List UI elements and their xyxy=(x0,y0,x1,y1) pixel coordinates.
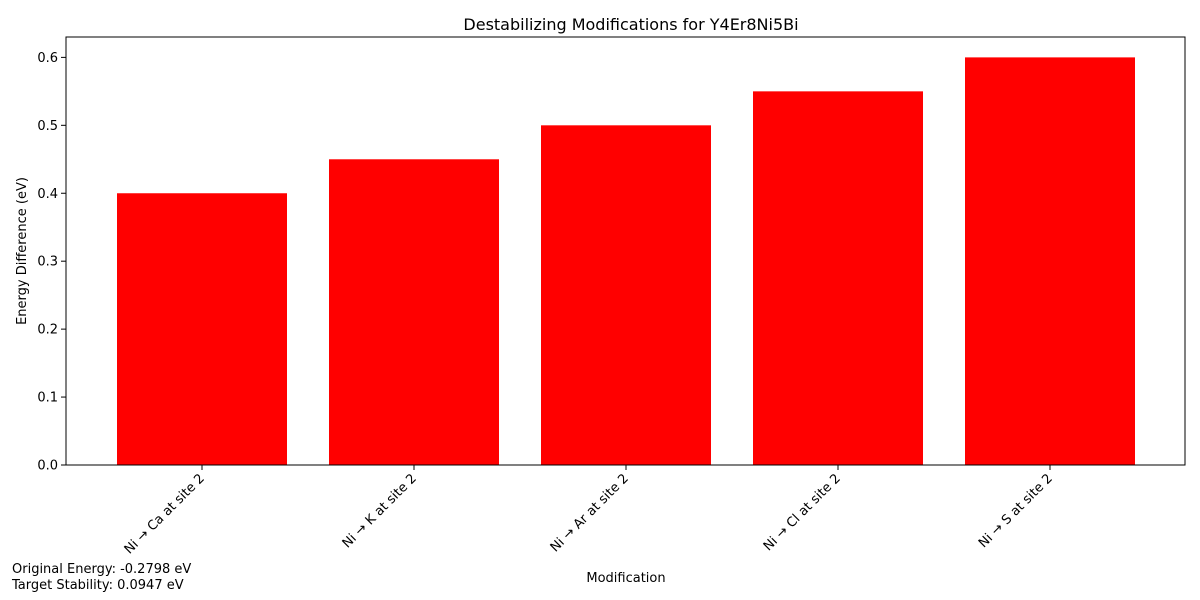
bar-1 xyxy=(117,193,287,465)
x-tick-label: Ni → Ca at site 2 xyxy=(122,471,208,557)
plot-frame xyxy=(65,36,1186,466)
y-tick-label: 0.0 xyxy=(37,459,58,474)
x-tick-label: Ni → Cl at site 2 xyxy=(761,471,844,554)
original-energy-text: Original Energy: -0.2798 eV xyxy=(12,562,192,577)
bar-3 xyxy=(541,125,711,466)
energy-footnote: Original Energy: -0.2798 eV Target Stabi… xyxy=(12,562,191,594)
chart-title: Destabilizing Modifications for Y4Er8Ni5… xyxy=(463,15,798,34)
x-tick-label: Ni → Ar at site 2 xyxy=(548,471,632,555)
bar-2 xyxy=(329,159,499,466)
x-axis-label: Modification xyxy=(586,571,665,586)
y-tick-label: 0.2 xyxy=(37,323,58,338)
bar-5 xyxy=(965,57,1135,465)
x-tick-label: Ni → S at site 2 xyxy=(976,471,1056,551)
y-tick-label: 0.3 xyxy=(37,255,58,270)
target-stability-text: Target Stability: 0.0947 eV xyxy=(12,578,184,593)
x-tick-label: Ni → K at site 2 xyxy=(340,471,420,551)
bar-4 xyxy=(753,91,923,465)
y-tick-label: 0.4 xyxy=(37,187,58,202)
y-tick-label: 0.5 xyxy=(37,119,58,134)
bars-layer xyxy=(117,57,1135,466)
y-tick-label: 0.6 xyxy=(37,51,58,66)
y-tick-label: 0.1 xyxy=(37,391,58,406)
y-axis-label: Energy Difference (eV) xyxy=(15,177,30,325)
